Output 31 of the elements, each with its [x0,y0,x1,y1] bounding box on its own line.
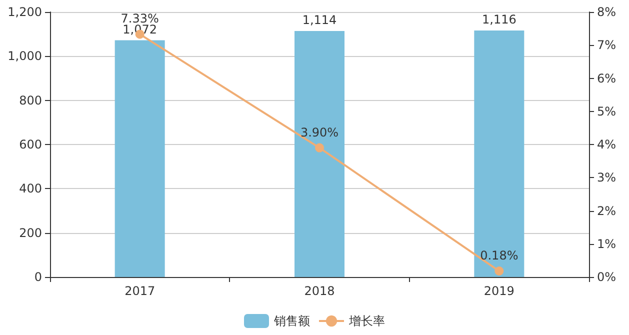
y2-tick-label: 7% [597,38,616,52]
y2-tick-label: 4% [597,138,616,152]
y-tick-label: 400 [19,182,42,196]
y-tick-label: 800 [19,93,42,108]
data-label: 1,114 [302,12,337,27]
y2-tick-label: 1% [597,236,616,251]
y-tick-label: 200 [19,226,42,240]
y2-tick-label: 6% [597,71,616,86]
x-tick-label: 2019 [484,284,514,298]
legend-label: 销售额 [273,314,310,328]
data-label: 0.18% [480,248,518,263]
data-label: 3.90% [300,125,339,140]
bar [114,40,165,277]
y2-tick-label: 5% [597,104,616,118]
y2-tick-label: 8% [597,5,616,19]
y2-tick-label: 2% [597,204,616,218]
bar [294,30,344,277]
x-tick-label: 2018 [304,284,335,298]
bar [474,30,524,277]
y-tick-label: 600 [19,138,42,152]
point [315,143,324,152]
y-tick-label: 1,000 [8,49,42,64]
y-tick-label: 0 [34,270,42,284]
legend-label: 增长率 [348,314,385,328]
y-tick-label: 1,200 [8,5,42,19]
y2-tick-label: 0% [597,270,616,284]
data-label: 1,116 [482,12,516,27]
y2-tick-label: 3% [597,170,616,185]
x-tick-label: 2017 [124,284,156,298]
data-label: 7.33% [120,12,159,26]
point [494,266,504,276]
